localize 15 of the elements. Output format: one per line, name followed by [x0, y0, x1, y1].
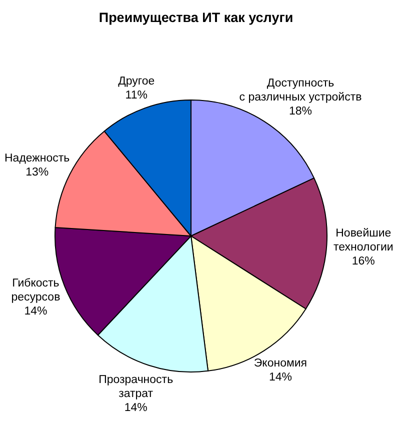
data-label: 14%: [124, 402, 148, 414]
slice-label: Доступность с различных устройств: [239, 78, 362, 104]
data-label: 18%: [288, 106, 312, 118]
chart-title: Преимущества ИТ как услуги: [98, 10, 294, 25]
data-label: 11%: [125, 89, 148, 102]
slice-label: Гибкость ресурсов: [11, 278, 60, 304]
data-label: 16%: [352, 255, 375, 268]
slice-label: Прозрачность затрат: [98, 374, 174, 400]
data-label: 13%: [26, 166, 49, 178]
slice-label: Другое: [118, 75, 155, 88]
slice-label: Экономия: [254, 357, 308, 370]
data-label: 14%: [24, 306, 48, 318]
slice-label: Новейшие технологии: [334, 227, 394, 254]
data-label: 14%: [268, 371, 292, 384]
slice-label: Надежность: [4, 152, 70, 164]
